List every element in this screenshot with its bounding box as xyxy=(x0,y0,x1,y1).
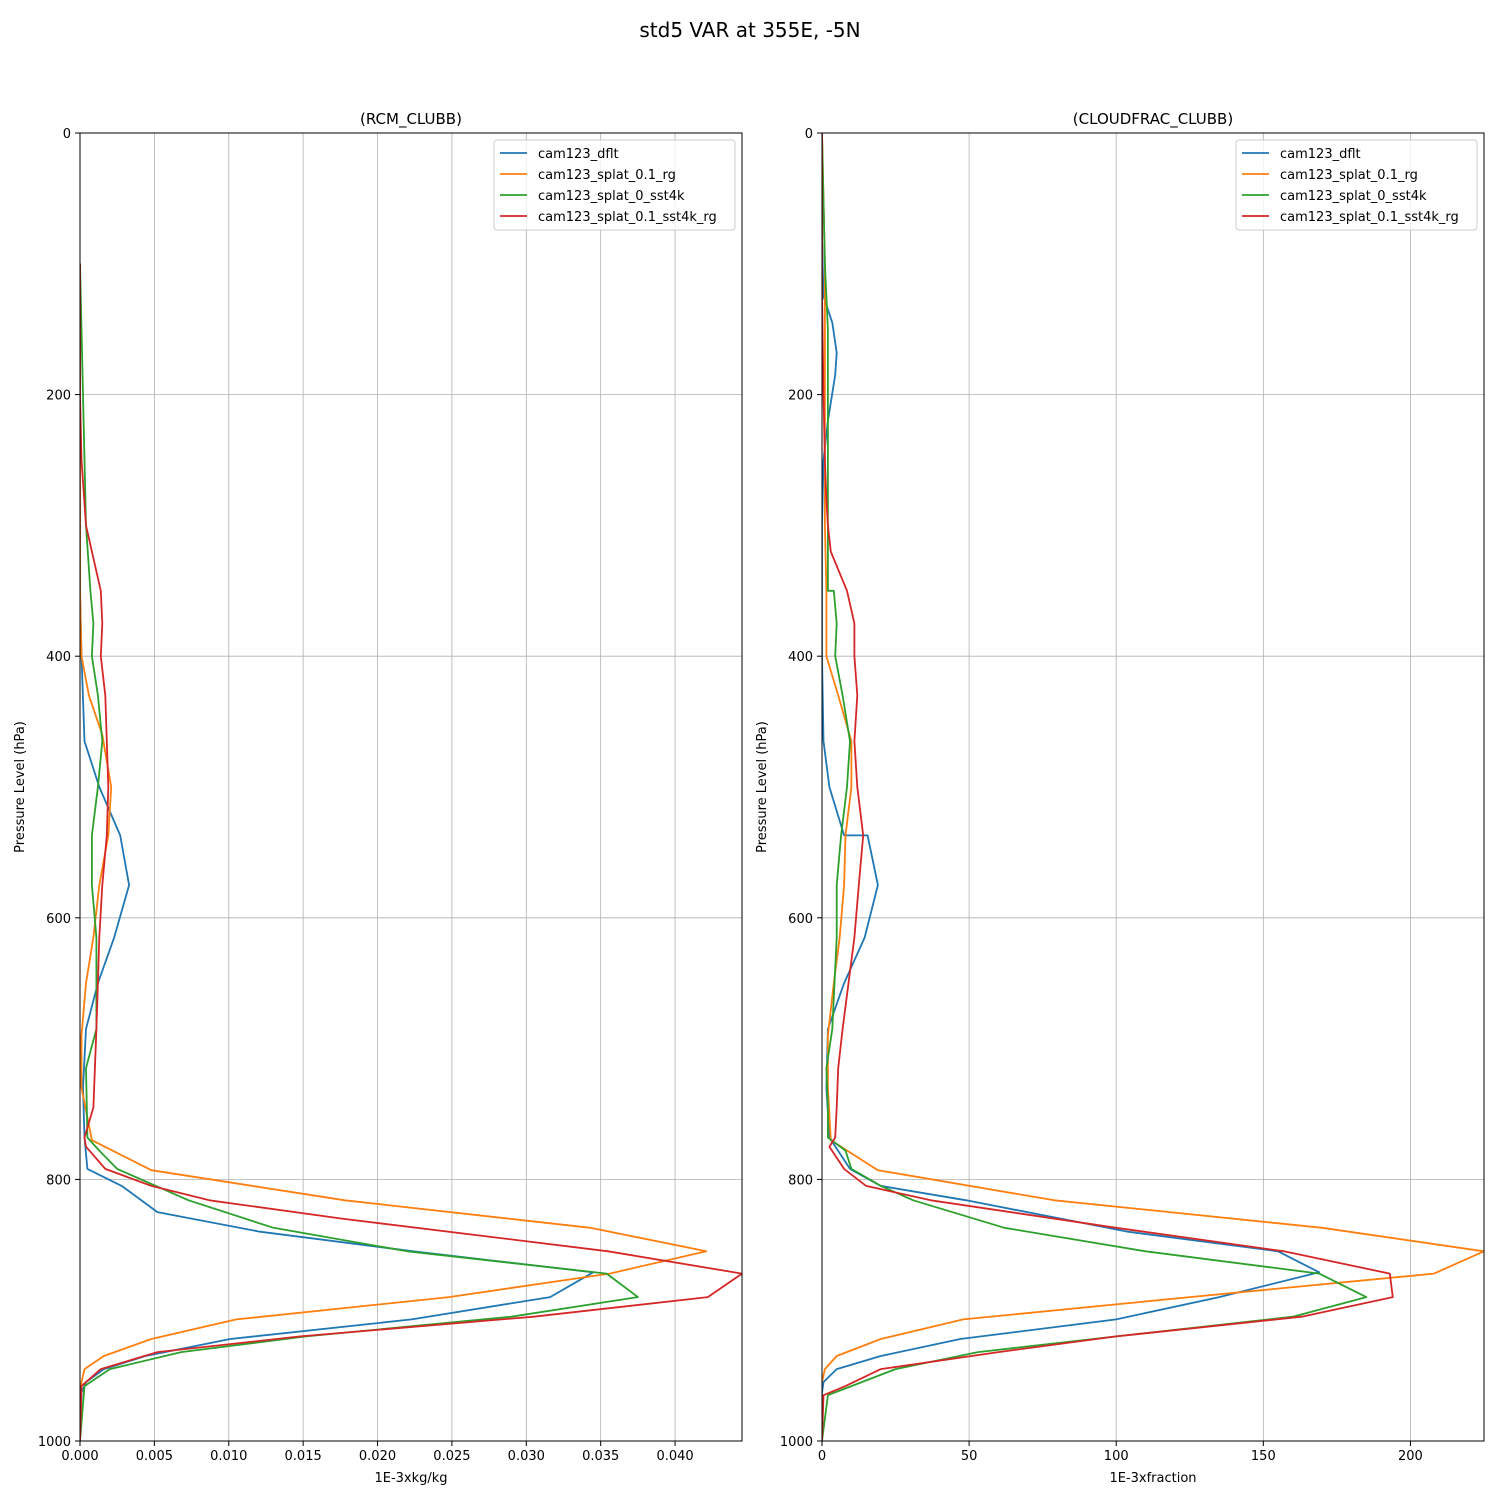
series-line-cam123-splat-0-sst4k xyxy=(80,263,639,1441)
y-tick-label: 0 xyxy=(805,127,813,142)
axes-frame xyxy=(821,132,1485,1442)
legend-label-cam123-splat-0-sst4k: cam123_splat_0_sst4k xyxy=(1280,189,1427,204)
legend-label-cam123-splat-0-sst4k: cam123_splat_0_sst4k xyxy=(538,189,685,204)
figure-suptitle: std5 VAR at 355E, -5N xyxy=(639,18,860,42)
y-tick-label: 600 xyxy=(788,912,813,927)
x-axis-label: 1E-3xfraction xyxy=(1109,1471,1196,1486)
x-tick-label: 0.030 xyxy=(508,1449,545,1464)
x-tick-label: 50 xyxy=(961,1449,978,1464)
x-tick-label: 0.020 xyxy=(359,1449,396,1464)
legend-box xyxy=(1235,139,1478,231)
x-tick-label: 0.040 xyxy=(656,1449,693,1464)
x-tick-label: 0.000 xyxy=(61,1449,98,1464)
axes-title: (RCM_CLUBB) xyxy=(360,110,462,129)
cloudfrac-clubb-panel: 0 50 100 150 200 0 200 400 600 800 1000 (CLOUDFRAC_… xyxy=(755,110,1485,1486)
y-tick-label: 400 xyxy=(788,650,813,665)
x-tick-label: 100 xyxy=(1104,1449,1129,1464)
x-tick-label: 0 xyxy=(818,1449,826,1464)
x-tick-label: 0.035 xyxy=(582,1449,619,1464)
y-tick-label: 600 xyxy=(46,912,71,927)
legend: cam123_dflt cam123_splat_0.1_rg cam123_spl… xyxy=(493,139,736,231)
x-axis-label: 1E-3xkg/kg xyxy=(374,1471,447,1486)
series-line-cam123-splat-0-1-rg xyxy=(80,263,708,1441)
y-tick-label: 200 xyxy=(788,389,813,404)
y-axis-label: Pressure Level (hPa) xyxy=(755,721,770,853)
x-tick-label: 200 xyxy=(1398,1449,1423,1464)
y-tick-label: 1000 xyxy=(38,1435,71,1450)
y-tick-label: 800 xyxy=(788,1173,813,1188)
x-tick-label: 150 xyxy=(1251,1449,1276,1464)
series-line-cam123-dflt xyxy=(822,133,1321,1441)
x-tick-label: 0.015 xyxy=(285,1449,322,1464)
legend-label-cam123-splat-0-1-rg: cam123_splat_0.1_rg xyxy=(1280,168,1418,183)
y-tick-label: 1000 xyxy=(780,1435,813,1450)
legend-label-cam123-splat-0-1-sst4k-rg: cam123_splat_0.1_sst4k_rg xyxy=(538,210,717,225)
rcm-clubb-panel: 0.000 0.005 0.010 0.015 0.020 0.025 0.030 0.035… xyxy=(13,110,743,1486)
legend-label-cam123-splat-0-1-rg: cam123_splat_0.1_rg xyxy=(538,168,676,183)
y-tick-label: 800 xyxy=(46,1173,71,1188)
y-axis-label: Pressure Level (hPa) xyxy=(13,721,28,853)
axes-title: (CLOUDFRAC_CLUBB) xyxy=(1073,110,1233,129)
series-line-cam123-splat-0-1-sst4k-rg xyxy=(822,133,1394,1441)
legend-box xyxy=(493,139,736,231)
x-tick-label: 0.025 xyxy=(433,1449,470,1464)
x-tick-label: 0.010 xyxy=(210,1449,247,1464)
y-tick-label: 0 xyxy=(63,127,71,142)
y-tick-label: 400 xyxy=(46,650,71,665)
axes-frame xyxy=(79,132,743,1442)
series-line-cam123-splat-0-1-sst4k-rg xyxy=(80,263,742,1441)
legend-label-cam123-dflt: cam123_dflt xyxy=(538,147,619,162)
x-tick-label: 0.005 xyxy=(136,1449,173,1464)
y-tick-label: 200 xyxy=(46,389,71,404)
legend-label-cam123-dflt: cam123_dflt xyxy=(1280,147,1361,162)
series-line-cam123-dflt xyxy=(80,263,595,1441)
legend: cam123_dflt cam123_splat_0.1_rg cam123_spl… xyxy=(1235,139,1478,231)
legend-label-cam123-splat-0-1-sst4k-rg: cam123_splat_0.1_sst4k_rg xyxy=(1280,210,1459,225)
